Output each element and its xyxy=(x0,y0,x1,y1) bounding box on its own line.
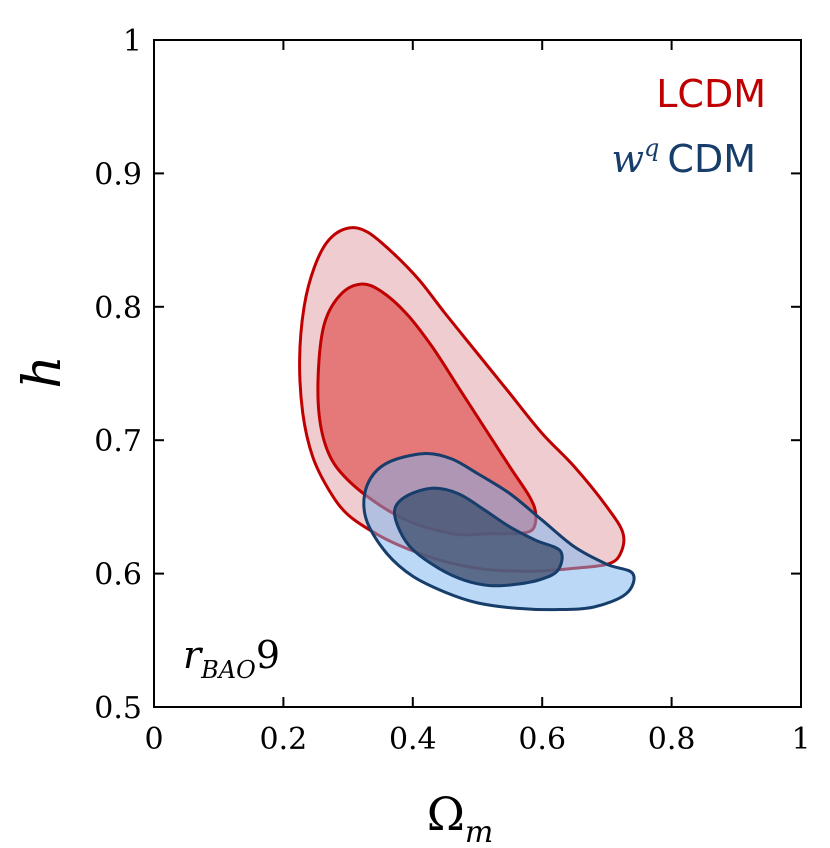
x-tick-label: 1 xyxy=(791,722,810,757)
x-tick-label: 0.6 xyxy=(518,722,566,757)
legend-wq-math: w xyxy=(612,137,645,181)
x-axis-title-sub: m xyxy=(465,815,493,848)
annotation-sub: BAO xyxy=(200,656,256,684)
x-tick-label: 0.4 xyxy=(389,722,437,757)
tick-labels: 0 0.2 0.4 0.6 0.8 1 0.5 0.6 0.7 0.8 0.9 1 xyxy=(94,24,810,757)
x-axis-title: Ωm xyxy=(427,787,494,848)
annotation-label: rBAO9 xyxy=(183,633,280,684)
y-tick-label: 0.7 xyxy=(94,424,142,459)
wqcdm-contour-68 xyxy=(392,486,564,588)
y-axis-title: h xyxy=(13,355,73,389)
legend-entry-lcdm: LCDM xyxy=(656,72,766,116)
legend-wq-text: CDM xyxy=(667,137,756,181)
legend: LCDM wq CDM xyxy=(612,72,767,181)
y-tick-label: 0.8 xyxy=(94,291,142,326)
x-tick-label: 0.8 xyxy=(648,722,696,757)
x-axis-title-base: Ω xyxy=(427,787,465,841)
y-tick-label: 0.9 xyxy=(94,157,142,192)
x-tick-label: 0 xyxy=(144,722,163,757)
x-tick-label: 0.2 xyxy=(260,722,308,757)
annotation-base: r xyxy=(183,633,204,677)
legend-wq-sup: q xyxy=(644,134,659,162)
annotation-suffix: 9 xyxy=(256,633,280,677)
y-tick-label: 0.5 xyxy=(94,691,142,726)
y-tick-label: 1 xyxy=(123,24,142,59)
plot-frame xyxy=(153,39,802,708)
contour-layer xyxy=(298,226,636,612)
y-tick-label: 0.6 xyxy=(94,558,142,593)
legend-entry-wqcdm: wq CDM xyxy=(612,134,757,181)
